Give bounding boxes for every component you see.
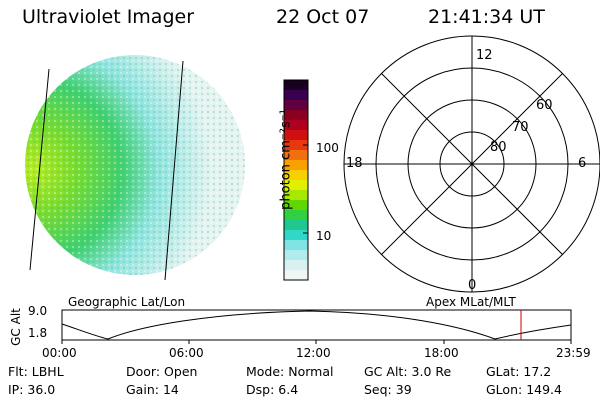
color-scale-bar xyxy=(283,79,309,281)
mlt-label-6: 6 xyxy=(578,156,587,171)
mlt-label-18: 18 xyxy=(346,156,363,171)
geographic-lat-lon-label: Geographic Lat/Lon xyxy=(68,295,186,309)
lat-label-60: 60 xyxy=(536,98,553,113)
colorbar-segment xyxy=(284,270,308,281)
colorbar-segment xyxy=(284,160,308,171)
mlt-label-12: 12 xyxy=(476,48,493,63)
colorbar-segment xyxy=(284,210,308,221)
info-seq: Seq: 39 xyxy=(364,382,412,397)
colorbar-segment xyxy=(284,220,308,231)
colorbar-segment xyxy=(284,200,308,211)
info-glon: GLon: 149.4 xyxy=(486,382,562,397)
colorbar-border xyxy=(283,79,309,281)
colorbar-segment xyxy=(284,90,308,101)
colorbar-segment xyxy=(284,190,308,201)
colorbar-segment xyxy=(284,180,308,191)
info-door: Door: Open xyxy=(126,364,198,379)
date-label: 22 Oct 07 xyxy=(276,6,370,28)
x-tick-1200: 12:00 xyxy=(296,346,331,360)
x-tick-2359: 23:59 xyxy=(556,346,591,360)
y-tick-9: 9.0 xyxy=(28,304,48,318)
x-tick-1800: 18:00 xyxy=(424,346,459,360)
x-tick-0000: 00:00 xyxy=(42,346,77,360)
time-label: 21:41:34 UT xyxy=(428,6,545,28)
colorbar-segment xyxy=(284,80,308,91)
colorbar-segment xyxy=(284,150,308,161)
colorbar-segment xyxy=(284,120,308,131)
info-dsp: Dsp: 6.4 xyxy=(246,382,299,397)
apex-mlat-mlt-label: Apex MLat/MLT xyxy=(426,295,516,309)
colorbar-segment xyxy=(284,240,308,251)
x-tick-0600: 06:00 xyxy=(169,346,204,360)
lat-label-80: 80 xyxy=(490,140,507,155)
colorbar-tick-100: 100 xyxy=(316,141,339,155)
colorbar-segment xyxy=(284,250,308,261)
info-gc-alt: GC Alt: 3.0 Re xyxy=(364,364,452,379)
instrument-title: Ultraviolet Imager xyxy=(22,6,195,28)
info-filter: Flt: LBHL xyxy=(8,364,64,379)
colorbar-segment xyxy=(284,260,308,271)
colorbar-segment xyxy=(284,130,308,141)
info-ip: IP: 36.0 xyxy=(8,382,56,397)
colorbar-segment xyxy=(284,100,308,111)
colorbar-segment xyxy=(284,170,308,181)
info-mode: Mode: Normal xyxy=(246,364,334,379)
colorbar-tick-10: 10 xyxy=(316,229,332,243)
colorbar-segment xyxy=(284,230,308,241)
colorbar-segment xyxy=(284,140,308,151)
lat-label-70: 70 xyxy=(512,120,529,135)
colorbar-segment xyxy=(284,110,308,121)
info-glat: GLat: 17.2 xyxy=(486,364,552,379)
y-tick-1-8: 1.8 xyxy=(28,326,48,340)
mlt-label-0: 0 xyxy=(468,278,477,293)
info-gain: Gain: 14 xyxy=(126,382,179,397)
